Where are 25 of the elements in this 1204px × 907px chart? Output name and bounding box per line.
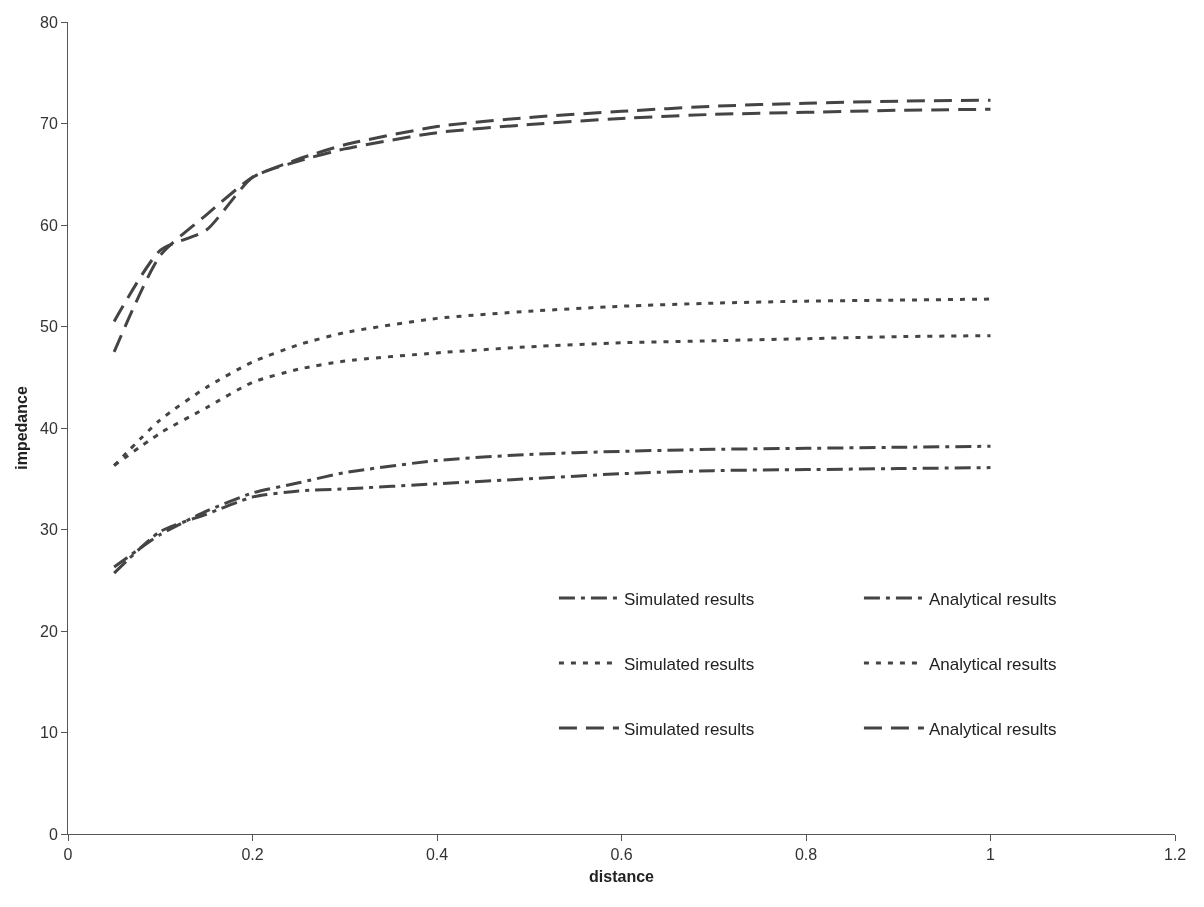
legend-label: Simulated results [623,589,755,609]
y-axis-title: impedance [12,386,30,470]
x-tick-label: 0.4 [425,846,449,864]
x-tick-label: 1 [986,846,996,864]
y-tick-label: 10 [40,724,58,742]
y-tick-label: 60 [40,216,58,234]
legend-label: Simulated results [623,719,755,739]
y-tick-label: 50 [40,318,58,336]
legend-label: Analytical results [928,654,1057,674]
x-tick-label: 0.6 [610,846,633,864]
y-tick-label: 40 [40,419,58,437]
legend-label: Simulated results [623,654,755,674]
y-tick-label: 80 [40,13,58,31]
legend-label: Analytical results [928,589,1057,609]
legend-label: Analytical results [928,719,1057,739]
x-tick-label: 1.2 [1163,846,1187,864]
x-tick-label: 0.2 [241,846,264,864]
line-series [112,98,992,354]
y-tick-label: 20 [40,622,58,640]
y-tick-label: 70 [40,115,58,133]
y-tick-label: 0 [48,825,58,843]
y-tick-label: 30 [40,521,58,539]
x-tick-label: 0 [63,846,73,864]
x-tick-label: 0.8 [794,846,818,864]
x-axis-title: distance [589,867,655,885]
